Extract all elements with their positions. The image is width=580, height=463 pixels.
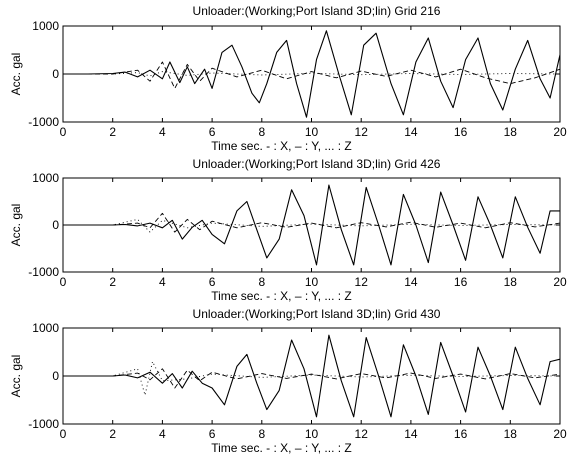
x-tick-label: 0 — [60, 427, 67, 441]
x-tick-label: 4 — [159, 275, 166, 289]
y-tick-label: 1000 — [32, 19, 59, 33]
x-tick-label: 12 — [355, 275, 369, 289]
y-tick-label: 0 — [52, 67, 59, 81]
y-tick-label: 1000 — [32, 321, 59, 335]
x-tick-label: 10 — [305, 125, 319, 139]
x-tick-label: 2 — [109, 275, 116, 289]
x-tick-label: 8 — [258, 427, 265, 441]
series-line-solid — [63, 334, 561, 418]
x-tick-label: 8 — [258, 275, 265, 289]
x-tick-label: 12 — [355, 427, 369, 441]
series-line-dashed — [63, 61, 561, 89]
x-tick-label: 14 — [404, 125, 418, 139]
chart-title: Unloader:(Working;Port Island 3D;lin) Gr… — [193, 4, 441, 18]
x-axis-label: Time sec. - : X, – : Y, ... : Z — [211, 289, 351, 303]
x-tick-label: 16 — [454, 427, 468, 441]
x-tick-label: 8 — [258, 125, 265, 139]
chart-title: Unloader:(Working;Port Island 3D;lin) Gr… — [193, 157, 441, 171]
x-tick-label: 6 — [209, 275, 216, 289]
x-tick-label: 4 — [159, 125, 166, 139]
x-tick-label: 20 — [553, 275, 567, 289]
x-tick-label: 18 — [504, 125, 518, 139]
x-tick-label: 4 — [159, 427, 166, 441]
x-tick-label: 16 — [454, 275, 468, 289]
x-tick-label: 10 — [305, 275, 319, 289]
series-line-solid — [63, 184, 560, 266]
x-tick-label: 16 — [454, 125, 468, 139]
y-tick-label: 0 — [52, 218, 59, 232]
plot-frame — [62, 327, 561, 425]
x-tick-label: 20 — [553, 125, 567, 139]
x-tick-label: 14 — [404, 275, 418, 289]
series-line-solid — [63, 30, 561, 118]
x-axis-label: Time sec. - : X, – : Y, ... : Z — [211, 441, 351, 455]
x-axis-label: Time sec. - : X, – : Y, ... : Z — [211, 139, 351, 153]
x-tick-label: 2 — [109, 427, 116, 441]
x-tick-label: 20 — [553, 427, 567, 441]
x-tick-label: 18 — [504, 427, 518, 441]
x-tick-label: 0 — [60, 125, 67, 139]
y-axis-label: Acc. gal — [9, 53, 23, 96]
chart-panel-1: Unloader:(Working;Port Island 3D;lin) Gr… — [9, 4, 567, 153]
series-line-dotted — [63, 361, 561, 396]
chart-title: Unloader:(Working;Port Island 3D;lin) Gr… — [193, 307, 441, 321]
y-tick-label: 1000 — [32, 171, 59, 185]
x-tick-label: 14 — [404, 427, 418, 441]
chart-panel-2: Unloader:(Working;Port Island 3D;lin) Gr… — [9, 157, 567, 303]
y-tick-label: -1000 — [28, 265, 59, 279]
plot-frame — [62, 177, 561, 273]
x-tick-label: 2 — [109, 125, 116, 139]
y-axis-label: Acc. gal — [9, 355, 23, 398]
chart-panel-3: Unloader:(Working;Port Island 3D;lin) Gr… — [9, 307, 567, 455]
y-tick-label: -1000 — [28, 115, 59, 129]
x-tick-label: 0 — [60, 275, 67, 289]
y-tick-label: -1000 — [28, 417, 59, 431]
x-tick-label: 6 — [209, 427, 216, 441]
x-tick-label: 12 — [355, 125, 369, 139]
series-line-dotted — [63, 71, 561, 77]
y-axis-label: Acc. gal — [9, 204, 23, 247]
y-tick-label: 0 — [52, 369, 59, 383]
x-tick-label: 18 — [504, 275, 518, 289]
series-line-dashed — [63, 212, 561, 233]
x-tick-label: 6 — [209, 125, 216, 139]
series-line-dashed — [63, 368, 561, 389]
x-tick-label: 10 — [305, 427, 319, 441]
